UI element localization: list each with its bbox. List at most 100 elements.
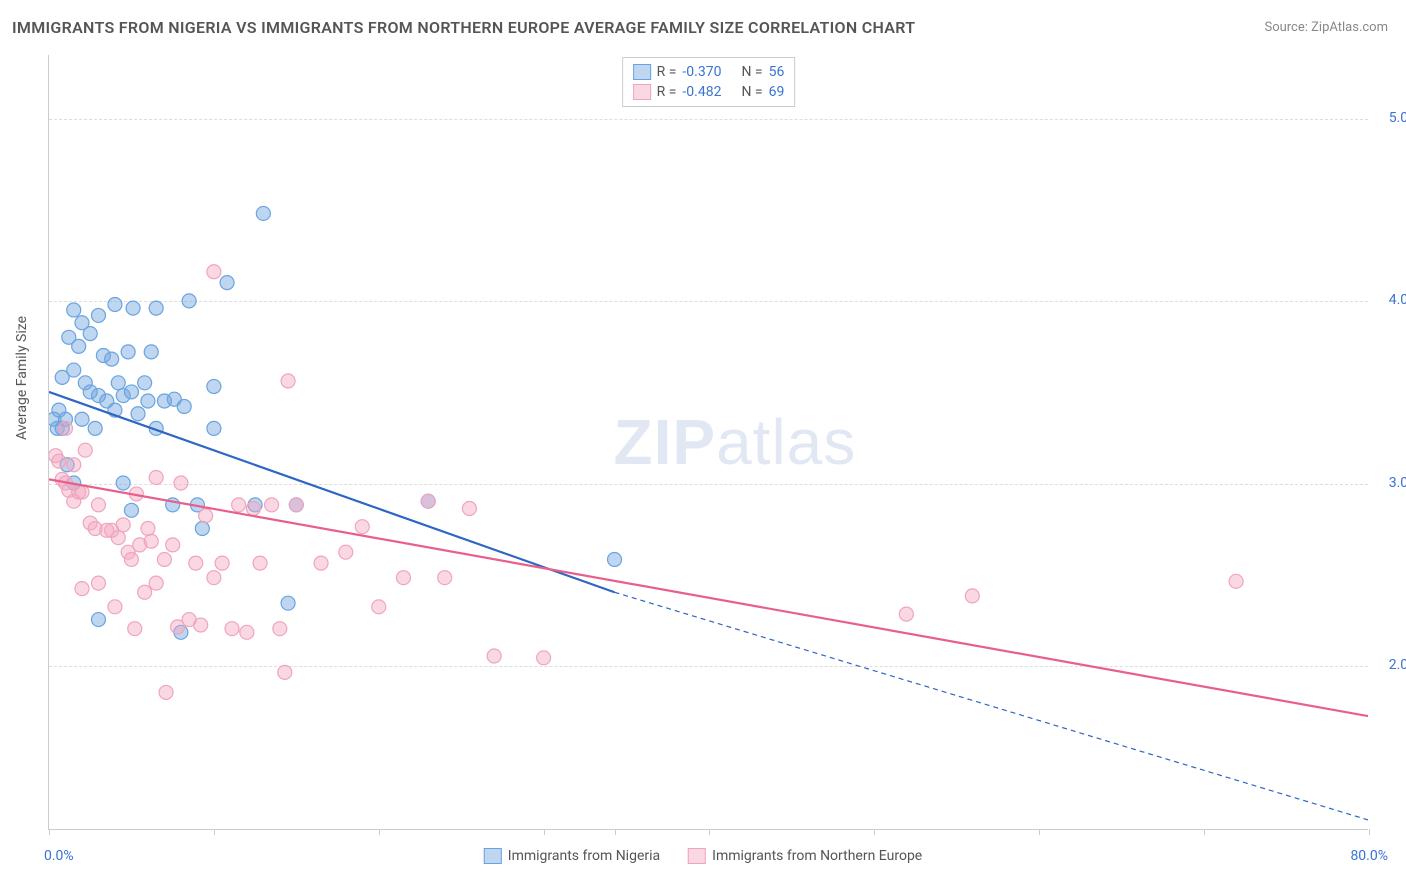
data-point <box>289 498 303 512</box>
series-2-name: Immigrants from Northern Europe <box>712 848 922 864</box>
data-point <box>487 649 501 663</box>
data-point <box>116 476 130 490</box>
data-point <box>72 339 86 353</box>
trend-line-ext <box>615 592 1368 820</box>
x-tick <box>615 829 616 835</box>
trend-line <box>49 479 1368 716</box>
data-point <box>225 622 239 636</box>
swatch-series-2 <box>633 84 651 100</box>
y-tick-label: 3.00 <box>1372 475 1406 491</box>
data-point <box>355 520 369 534</box>
x-tick <box>379 829 380 835</box>
data-point <box>339 545 353 559</box>
data-point <box>108 298 122 312</box>
data-point <box>462 501 476 515</box>
data-point <box>215 556 229 570</box>
data-point <box>182 294 196 308</box>
data-point <box>189 556 203 570</box>
data-point <box>278 665 292 679</box>
r-value-1: -0.370 <box>682 64 721 80</box>
data-point <box>314 556 328 570</box>
data-point <box>220 276 234 290</box>
data-point <box>537 651 551 665</box>
legend-item-2: Immigrants from Northern Europe <box>688 848 922 864</box>
n-value-2: 69 <box>769 84 785 100</box>
data-point <box>149 301 163 315</box>
data-point <box>91 613 105 627</box>
data-point <box>232 498 246 512</box>
series-1-name: Immigrants from Nigeria <box>508 848 660 864</box>
x-tick <box>1369 829 1370 835</box>
n-value-1: 56 <box>769 64 785 80</box>
data-point <box>141 522 155 536</box>
data-point <box>144 534 158 548</box>
data-point <box>899 607 913 621</box>
n-label-1: N = <box>741 64 762 80</box>
data-point <box>372 600 386 614</box>
data-point <box>111 376 125 390</box>
n-label-2: N = <box>741 84 762 100</box>
data-point <box>75 582 89 596</box>
data-point <box>131 407 145 421</box>
data-point <box>78 443 92 457</box>
data-point <box>105 352 119 366</box>
r-label-1: R = <box>657 64 677 80</box>
data-point <box>124 385 138 399</box>
swatch-series-1 <box>633 64 651 80</box>
data-point <box>253 556 267 570</box>
data-point <box>177 399 191 413</box>
legend-item-1: Immigrants from Nigeria <box>484 848 660 864</box>
plot-area: R = -0.370 N = 56 R = -0.482 N = 69 ZIPa… <box>48 55 1368 830</box>
data-point <box>124 552 138 566</box>
chart-title: IMMIGRANTS FROM NIGERIA VS IMMIGRANTS FR… <box>12 18 915 37</box>
data-point <box>75 412 89 426</box>
data-point <box>207 421 221 435</box>
data-point <box>396 571 410 585</box>
data-point <box>174 476 188 490</box>
data-point <box>195 522 209 536</box>
data-point <box>88 421 102 435</box>
x-tick <box>544 829 545 835</box>
data-point <box>91 498 105 512</box>
data-point <box>265 498 279 512</box>
legend-row-2: R = -0.482 N = 69 <box>633 82 785 102</box>
data-point <box>52 454 66 468</box>
data-point <box>138 585 152 599</box>
x-tick <box>49 829 50 835</box>
data-point <box>207 379 221 393</box>
swatch-bottom-2 <box>688 848 706 864</box>
data-point <box>240 625 254 639</box>
data-point <box>965 589 979 603</box>
data-point <box>1229 574 1243 588</box>
y-tick-label: 5.00 <box>1372 110 1406 126</box>
source-link[interactable]: ZipAtlas.com <box>1311 20 1388 35</box>
legend-row-1: R = -0.370 N = 56 <box>633 62 785 82</box>
r-label-2: R = <box>657 84 677 100</box>
x-tick <box>874 829 875 835</box>
data-point <box>207 265 221 279</box>
data-point <box>67 363 81 377</box>
x-tick <box>1204 829 1205 835</box>
data-point <box>91 576 105 590</box>
source-label: Source: <box>1264 20 1311 35</box>
chart-container: IMMIGRANTS FROM NIGERIA VS IMMIGRANTS FR… <box>0 0 1406 892</box>
data-point <box>207 571 221 585</box>
data-point <box>281 374 295 388</box>
x-tick <box>1039 829 1040 835</box>
data-point <box>199 509 213 523</box>
x-axis-max-label: 80.0% <box>1350 848 1388 864</box>
y-axis-label: Average Family Size <box>14 316 30 440</box>
chart-svg <box>49 55 1368 829</box>
series-legend: Immigrants from Nigeria Immigrants from … <box>484 848 922 864</box>
data-point <box>438 571 452 585</box>
data-point <box>157 552 171 566</box>
data-point <box>108 600 122 614</box>
data-point <box>67 458 81 472</box>
data-point <box>91 308 105 322</box>
correlation-legend: R = -0.370 N = 56 R = -0.482 N = 69 <box>622 57 796 107</box>
data-point <box>58 421 72 435</box>
data-point <box>83 327 97 341</box>
source-attribution: Source: ZipAtlas.com <box>1264 20 1388 35</box>
data-point <box>149 471 163 485</box>
x-tick <box>709 829 710 835</box>
